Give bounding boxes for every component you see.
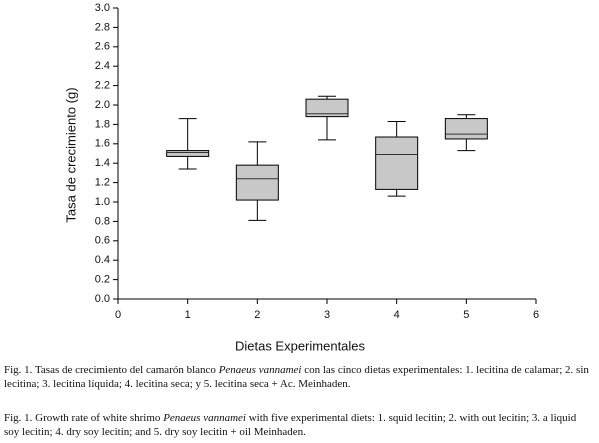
y-tick-label: 1.2 xyxy=(95,177,110,189)
y-tick-label: 2.8 xyxy=(95,21,110,33)
x-tick-label: 5 xyxy=(463,309,469,321)
x-tick-label: 4 xyxy=(394,309,400,321)
x-tick-label: 1 xyxy=(185,309,191,321)
caption-species: Penaeus vannamei xyxy=(218,364,302,376)
y-tick-label: 1.6 xyxy=(95,138,110,150)
y-tick-label: 3.0 xyxy=(95,2,110,14)
y-tick-label: 0.2 xyxy=(95,274,110,286)
caption-text: Fig. 1. Tasas de crecimiento del camarón… xyxy=(4,364,219,376)
y-tick-label: 0.0 xyxy=(95,293,110,305)
y-tick-label: 2.6 xyxy=(95,41,110,53)
caption-es: Fig. 1. Tasas de crecimiento del camarón… xyxy=(4,363,594,391)
y-tick-label: 0.6 xyxy=(95,235,110,247)
x-tick-label: 2 xyxy=(254,309,260,321)
box xyxy=(375,136,419,190)
y-tick-label: 0.4 xyxy=(95,254,110,266)
y-tick-label: 2.2 xyxy=(95,80,110,92)
box xyxy=(305,98,349,118)
x-tick-label: 6 xyxy=(533,309,539,321)
y-axis-label: Tasa de crecimiento (g) xyxy=(63,87,78,222)
x-axis-label: Dietas Experimentales xyxy=(235,338,366,353)
caption-species: Penaeus vannamei xyxy=(163,412,246,424)
caption-en: Fig. 1. Growth rate of white shrimo Pena… xyxy=(4,411,594,439)
y-tick-label: 1.8 xyxy=(95,118,110,130)
y-tick-label: 1.4 xyxy=(95,157,110,169)
caption-text: with five experimental diets: 1. squid l… xyxy=(4,412,577,438)
y-tick-label: 2.4 xyxy=(95,60,110,72)
chart: Dietas Experimentales Tasa de crecimient… xyxy=(63,2,539,354)
y-tick-label: 0.8 xyxy=(95,215,110,227)
y-tick-label: 2.0 xyxy=(95,99,110,111)
x-tick-label: 3 xyxy=(324,309,330,321)
y-tick-label: 1.0 xyxy=(95,196,110,208)
box xyxy=(444,118,488,140)
caption-text: con las cinco dietas experimentales: 1. … xyxy=(4,364,589,390)
box xyxy=(235,164,279,201)
x-tick-label: 0 xyxy=(115,309,121,321)
caption-text: Fig. 1. Growth rate of white shrimo xyxy=(4,412,164,424)
box xyxy=(166,150,210,157)
